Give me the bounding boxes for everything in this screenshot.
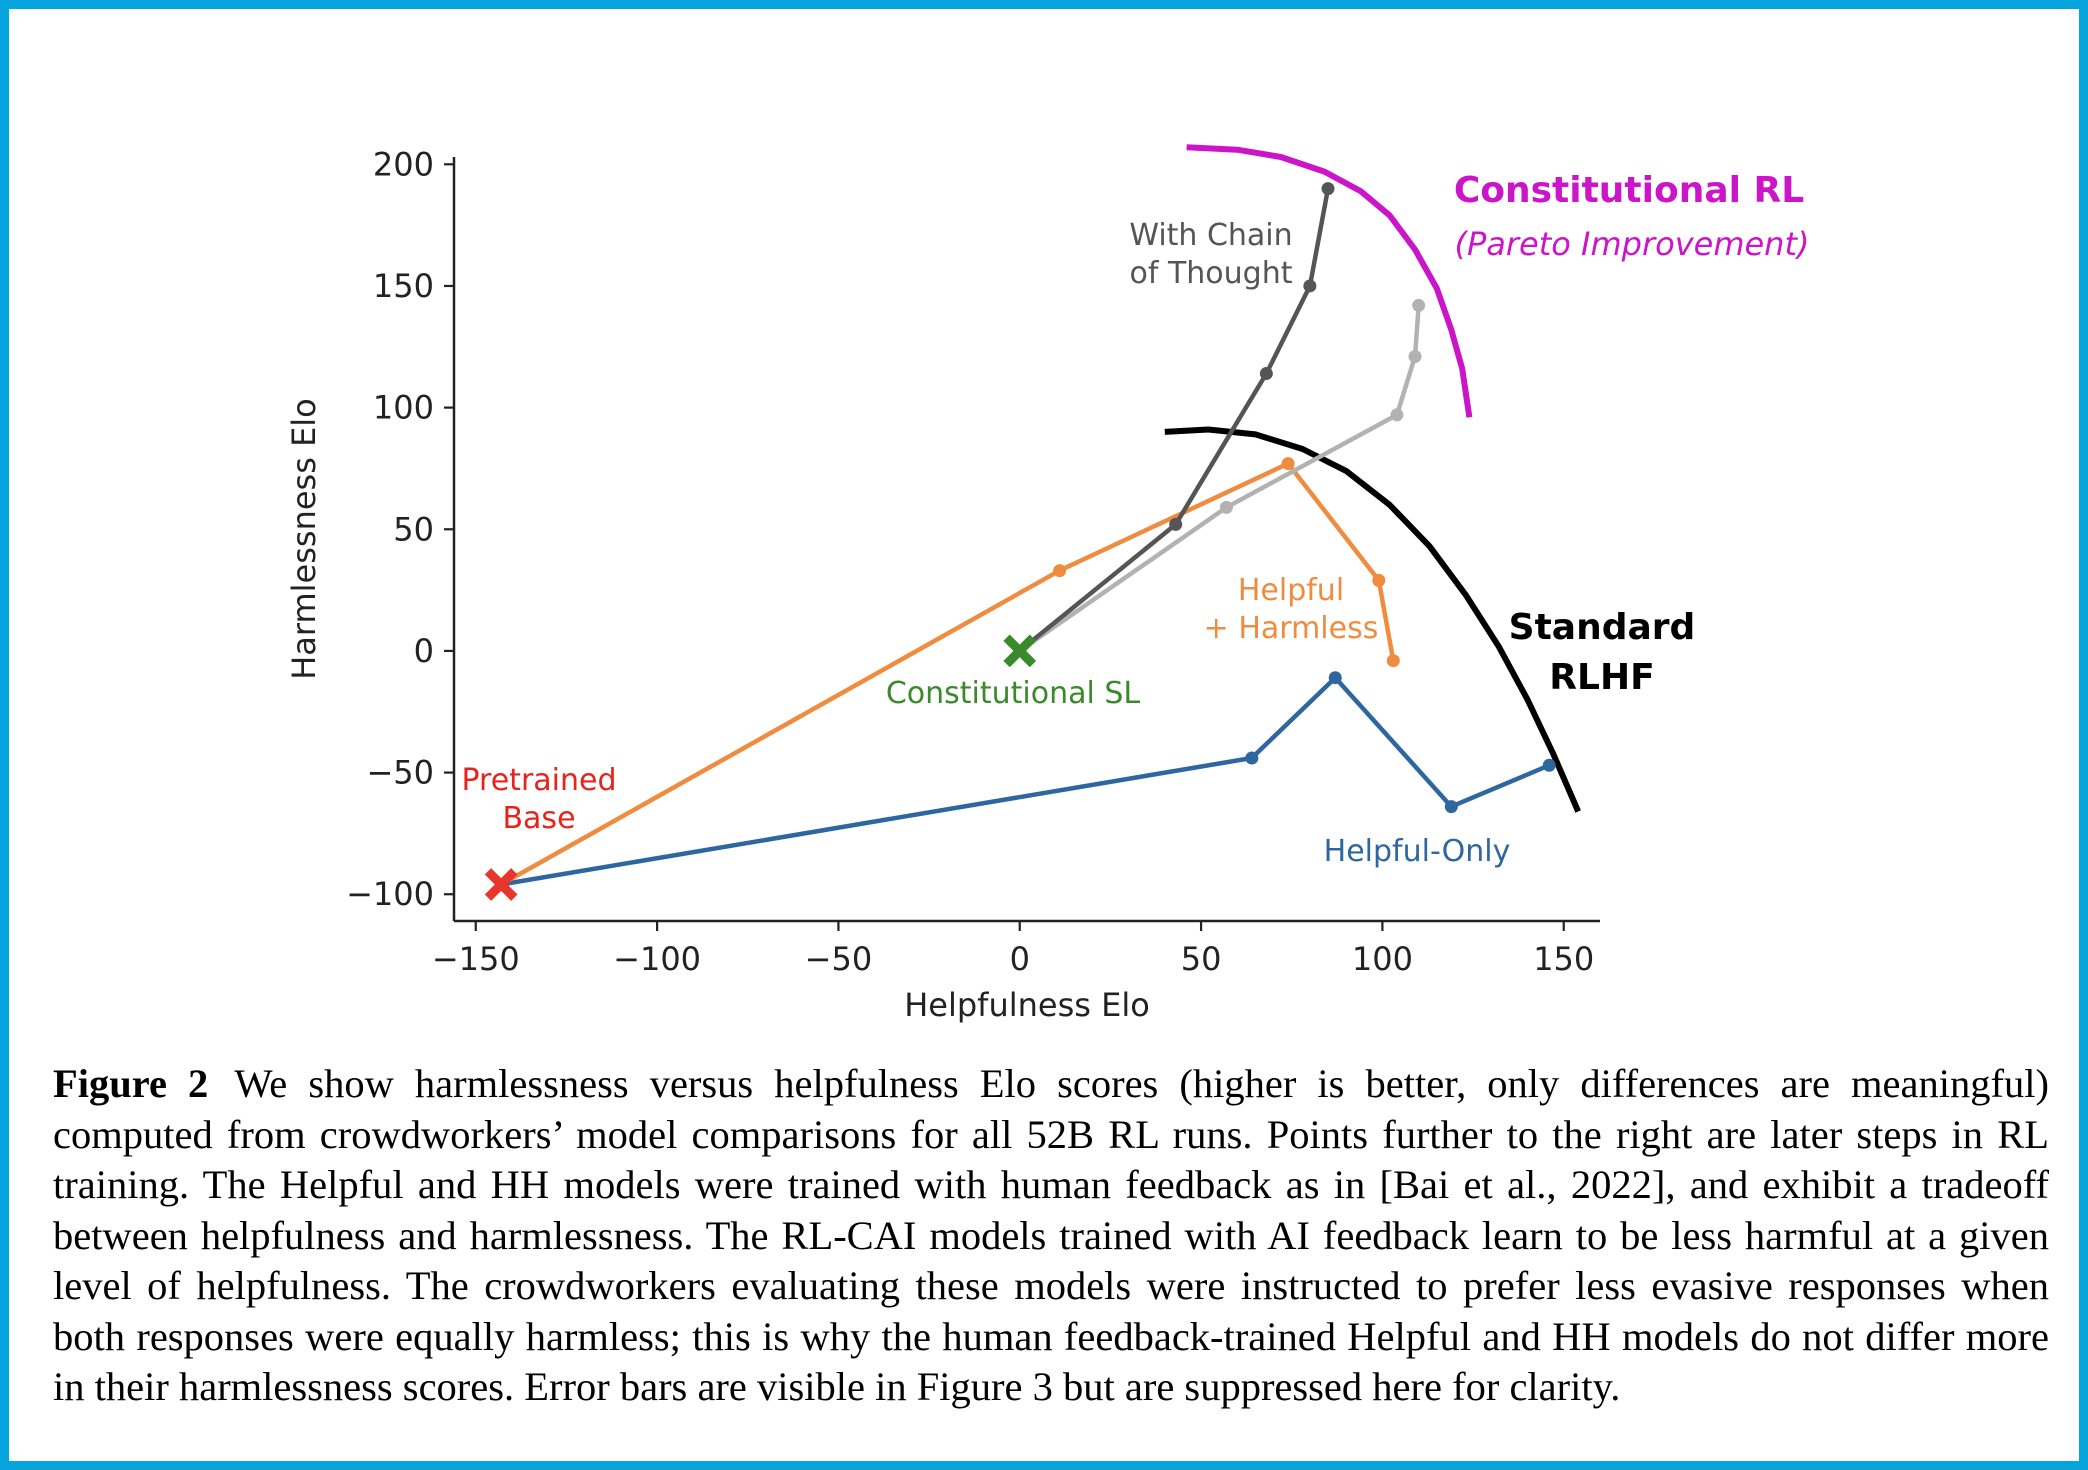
label-standard-rlhf: RLHF (1549, 657, 1654, 698)
data-point (1245, 751, 1259, 765)
caption-text: We show harmlessness versus helpfulness … (53, 1061, 2049, 1409)
label-pretrained-base: Base (502, 801, 575, 836)
y-tick-label: −100 (346, 875, 434, 913)
data-point (1542, 758, 1556, 772)
y-axis-title: Harmlessness Elo (285, 398, 323, 680)
label-helpful-harmless: Helpful (1238, 573, 1344, 608)
series-lines (498, 182, 1556, 887)
x-tick-label: 0 (1010, 940, 1030, 978)
data-point (1444, 800, 1458, 814)
x-tick-label: −100 (613, 940, 701, 978)
label-pretrained-base: Pretrained (461, 763, 616, 798)
label-constitutional-sl: Constitutional SL (886, 676, 1141, 711)
y-tick-label: 150 (373, 267, 434, 305)
special-markers (484, 634, 1037, 901)
x-axis-title: Helpfulness Elo (904, 986, 1150, 1024)
data-point (1412, 298, 1426, 312)
label-helpful-only: Helpful-Only (1324, 834, 1511, 869)
data-point (1259, 367, 1273, 381)
y-tick-label: 50 (393, 510, 434, 548)
data-point (1053, 564, 1067, 578)
x-tick-label: −50 (805, 940, 873, 978)
data-point (1328, 671, 1342, 685)
series-line (498, 461, 1396, 887)
data-point (1408, 350, 1422, 364)
y-tick-label: 100 (373, 389, 434, 427)
data-point (1390, 408, 1404, 422)
x-marker (1003, 634, 1037, 668)
data-point (1169, 517, 1183, 531)
x-tick-label: 100 (1352, 940, 1413, 978)
data-point (1372, 573, 1386, 587)
x-tick-label: −150 (432, 940, 520, 978)
y-tick-label: 200 (373, 145, 434, 183)
x-marker-stroke (484, 868, 518, 901)
x-marker-stroke (1003, 634, 1037, 668)
frontier-curve (1164, 426, 1581, 813)
y-tick-label: 0 (414, 632, 434, 670)
figure-caption: Figure 2 We show harmlessness versus help… (53, 1059, 2049, 1413)
data-point (1281, 457, 1295, 471)
label-constitutional-rl: Constitutional RL (1454, 170, 1804, 211)
label-chain-of-thought: With Chain (1129, 218, 1292, 253)
axes: −150 −100 −50 0 50 100 150 −100 −50 0 50 100 150 200 H… (285, 145, 1600, 1024)
x-marker (484, 868, 518, 901)
data-point (1321, 182, 1335, 196)
data-point (1219, 500, 1233, 514)
chart: −150 −100 −50 0 50 100 150 −100 −50 0 50 100 150 200 H… (285, 144, 1809, 1024)
data-point (1386, 654, 1400, 668)
data-point (1303, 279, 1317, 293)
label-standard-rlhf: Standard (1509, 607, 1696, 648)
figure-label: Figure 2 (53, 1061, 209, 1106)
y-tick-label: −50 (366, 754, 434, 792)
frontier-curves (1164, 144, 1581, 813)
label-helpful-harmless: + Harmless (1204, 611, 1379, 646)
x-tick-label: 150 (1533, 940, 1594, 978)
frontier-curve (1186, 144, 1473, 418)
label-chain-of-thought: of Thought (1130, 256, 1293, 291)
label-pareto-improvement: (Pareto Improvement) (1455, 225, 1810, 263)
x-tick-label: 50 (1181, 940, 1222, 978)
